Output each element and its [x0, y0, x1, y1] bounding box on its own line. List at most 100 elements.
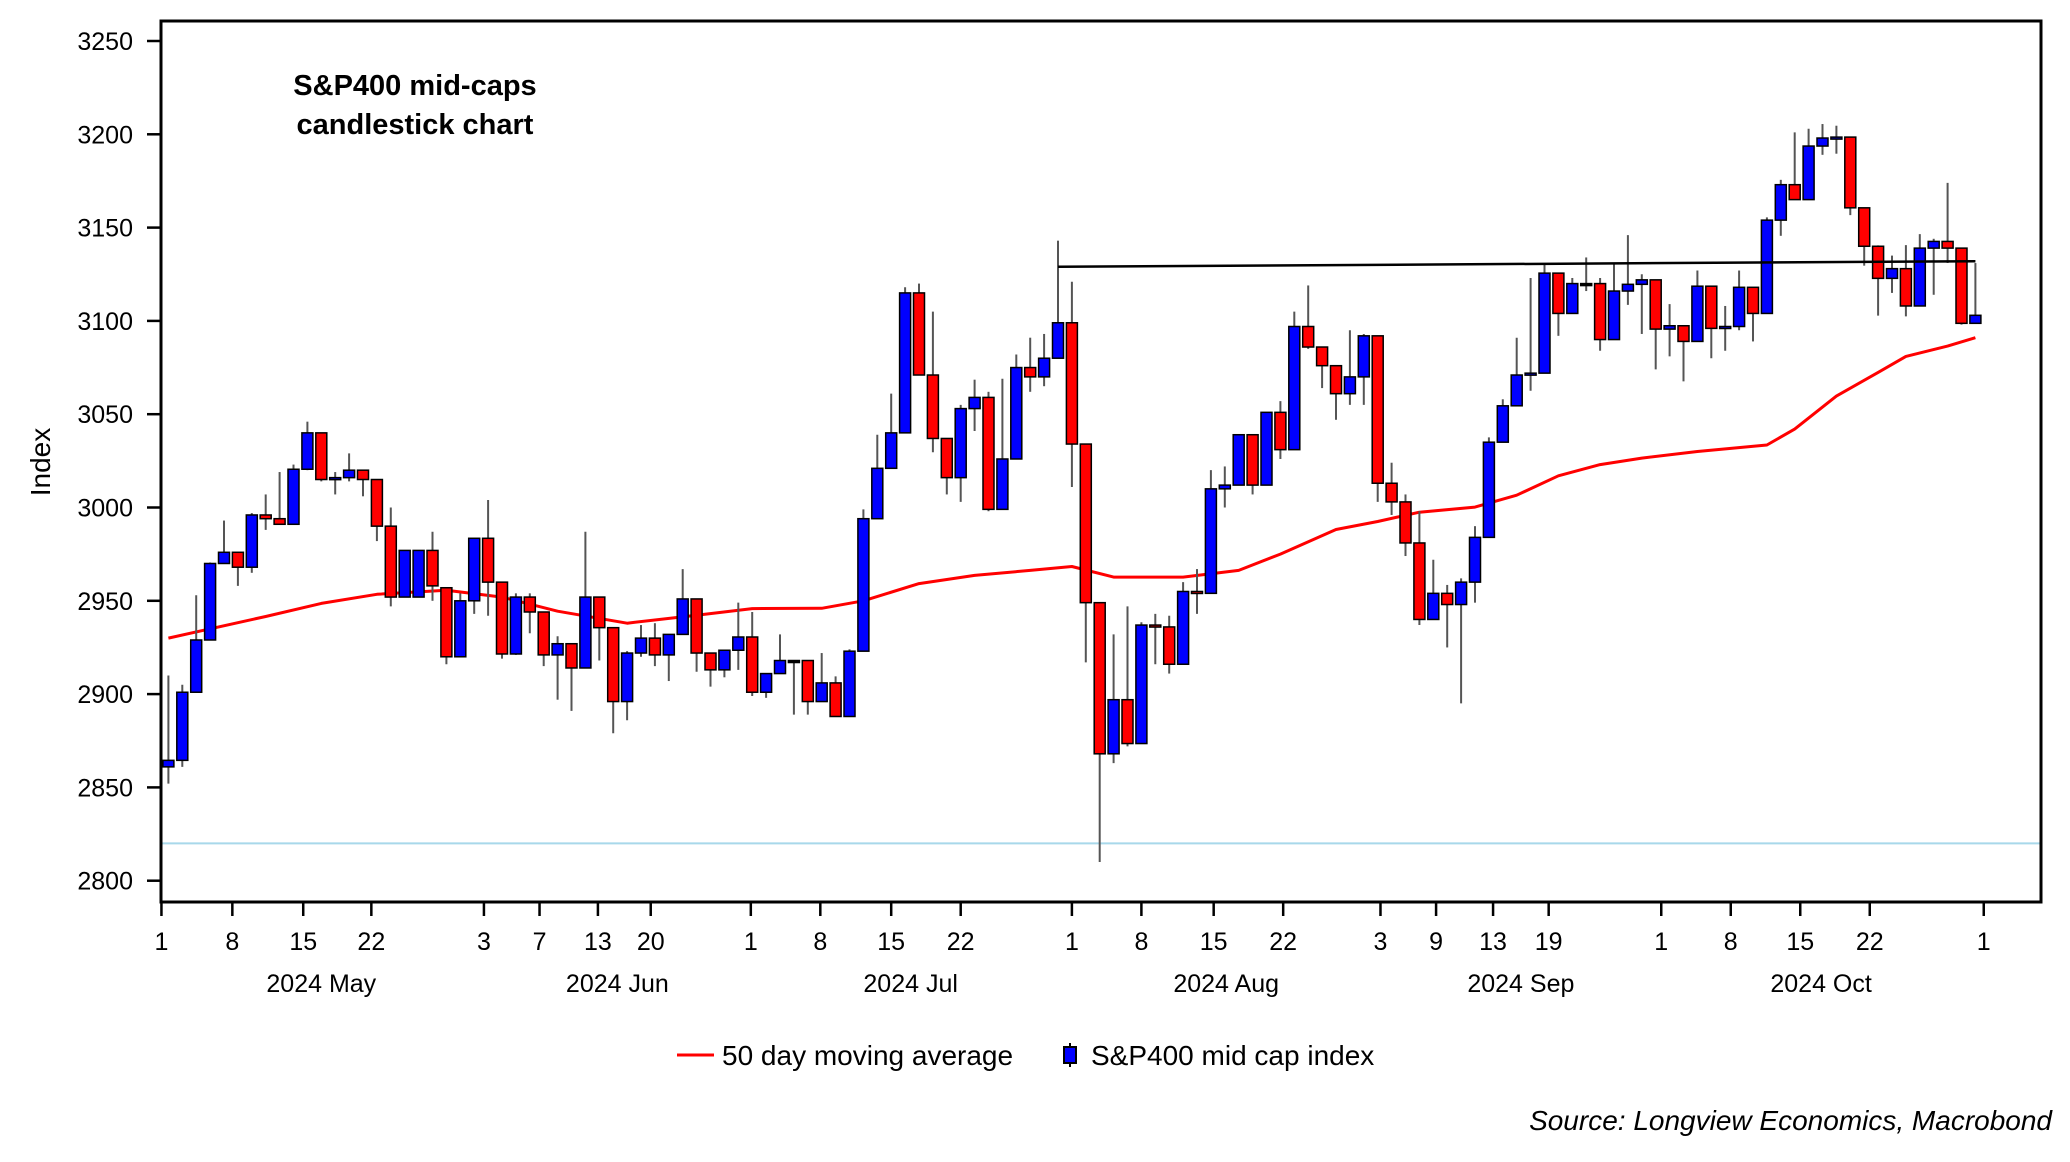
candle [1510, 337, 1523, 407]
candle [898, 287, 912, 434]
x-tick-label: 1 [154, 928, 168, 956]
candle [1913, 234, 1927, 307]
candle [732, 602, 745, 670]
candle-body [759, 672, 773, 693]
candle [1329, 364, 1343, 420]
candle [315, 432, 328, 482]
candle-body [1468, 536, 1482, 583]
candle [565, 642, 578, 711]
candle-body [176, 691, 189, 762]
candle [1635, 274, 1649, 334]
candle-body [440, 586, 453, 658]
candle-body [815, 682, 828, 703]
candle-body [968, 396, 981, 410]
y-tick-label: 3200 [77, 121, 133, 149]
candle [1454, 578, 1468, 704]
candle [1607, 263, 1621, 341]
candle [412, 549, 425, 598]
candle [398, 549, 411, 598]
candle-body [1746, 286, 1760, 315]
candle [1941, 182, 1954, 264]
candle [1162, 615, 1176, 674]
candle-body [467, 537, 481, 602]
candle-body [1552, 272, 1565, 315]
candle-body [1149, 624, 1162, 628]
x-tick-label: 9 [1429, 928, 1443, 956]
candle-body [1788, 183, 1801, 201]
candle [1121, 606, 1134, 747]
x-tick-label: 15 [1200, 928, 1228, 956]
candle-body [1093, 601, 1106, 755]
x-tick-label: 22 [1856, 928, 1884, 956]
candle-body [634, 637, 648, 654]
candle [1232, 433, 1245, 486]
candle [857, 509, 870, 652]
y-tick-label: 3150 [77, 215, 133, 243]
candle-body [1607, 290, 1621, 341]
candle-body [565, 642, 578, 669]
candle-body [1454, 581, 1468, 606]
candle [1760, 217, 1774, 315]
candle [1774, 179, 1788, 236]
candle-body [328, 476, 342, 481]
candle-body [1593, 282, 1607, 341]
candle-body [1121, 698, 1134, 745]
chart-title-line-2: candlestick chart [297, 109, 534, 141]
candle-body [1816, 137, 1829, 147]
candle-body [1051, 322, 1065, 359]
candle-body [1732, 286, 1746, 328]
candle [467, 537, 481, 614]
candle-body [1621, 283, 1635, 292]
candle-body [1899, 267, 1913, 307]
candle-body [1927, 240, 1940, 249]
candle [1524, 277, 1537, 391]
x-tick-label: 15 [1786, 928, 1814, 956]
candle [537, 611, 550, 667]
candle-body [1885, 267, 1899, 280]
candle-body [1955, 247, 1968, 325]
candle-body [245, 514, 259, 568]
candle [690, 598, 703, 672]
candle-body [1023, 366, 1037, 378]
candle-body [1440, 592, 1454, 606]
candle [1732, 270, 1746, 331]
candle-body [1482, 441, 1496, 539]
candle-body [1538, 272, 1551, 374]
x-tick-label: 8 [225, 928, 239, 956]
candle [662, 633, 676, 682]
candle [231, 551, 245, 586]
candle [1288, 311, 1301, 451]
candle-body [1260, 411, 1273, 486]
candle-body [1941, 240, 1954, 249]
candle-body [912, 292, 926, 376]
candle-body [273, 517, 286, 526]
candle-body [1635, 279, 1649, 286]
chart-title-line-1: S&P400 mid-caps [293, 70, 536, 102]
candle [356, 469, 370, 497]
plot-area [161, 124, 2041, 863]
candle-body [1107, 698, 1120, 755]
candle [620, 651, 634, 721]
x-tick-label: 19 [1535, 928, 1563, 956]
candle-body [162, 759, 175, 768]
candle [954, 404, 967, 502]
candle [1079, 443, 1093, 663]
candle [1871, 245, 1885, 316]
candle-body [1371, 335, 1384, 484]
candle [1830, 125, 1843, 154]
candle [1037, 333, 1051, 387]
candle-body [398, 549, 411, 598]
candle [287, 464, 300, 526]
candle-body [1204, 488, 1218, 595]
x-tick-label: 20 [637, 928, 665, 956]
x-tick-label: 8 [813, 928, 827, 956]
candle-body [579, 596, 592, 669]
candle [1496, 399, 1510, 443]
candle [1260, 411, 1273, 486]
candle [495, 581, 509, 659]
candle-body [857, 517, 870, 652]
candle-body [1413, 542, 1426, 621]
candle-body [356, 469, 370, 481]
candle-body [1190, 590, 1204, 595]
candle-body [732, 636, 745, 651]
